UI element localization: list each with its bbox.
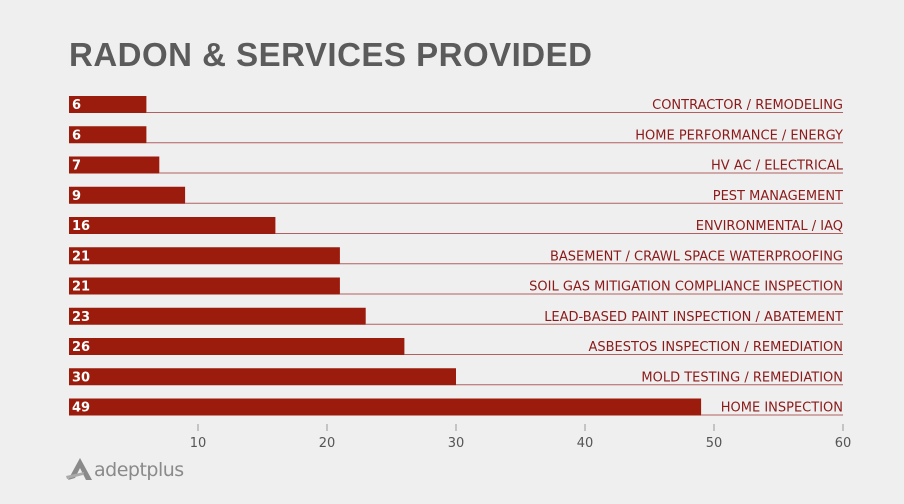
category-label: LEAD-BASED PAINT INSPECTION / ABATEMENT [544, 310, 843, 325]
x-tick-label: 40 [577, 436, 594, 451]
bar [69, 126, 147, 144]
bar-value-label: 7 [72, 159, 81, 174]
category-label: SOIL GAS MITIGATION COMPLIANCE INSPECTIO… [529, 280, 843, 295]
bar [69, 307, 366, 325]
bar-value-label: 21 [72, 280, 90, 295]
bar [69, 247, 340, 265]
category-label: ASBESTOS INSPECTION / REMEDIATION [588, 340, 843, 355]
chart-title: RADON & SERVICES PROVIDED [69, 36, 593, 73]
category-label: PEST MANAGEMENT [713, 189, 843, 204]
bar [69, 398, 702, 416]
logo-a-icon [66, 458, 92, 480]
category-label: HV AC / ELECTRICAL [711, 159, 844, 174]
category-label: CONTRACTOR / REMODELING [652, 98, 843, 113]
x-tick-label: 10 [190, 436, 207, 451]
adeptplus-logo: adeptplus [66, 456, 184, 484]
logo-text: adeptplus [94, 459, 184, 481]
bar [69, 96, 147, 113]
category-label: MOLD TESTING / REMEDIATION [641, 370, 843, 385]
x-tick-label: 20 [319, 436, 336, 451]
x-tick-label: 50 [706, 436, 723, 451]
bar [69, 368, 456, 386]
bar-value-label: 21 [72, 249, 90, 264]
bar-value-label: 23 [72, 310, 90, 325]
category-label: ENVIRONMENTAL / IAQ [696, 219, 843, 234]
bar-value-label: 49 [72, 401, 90, 416]
category-label: HOME PERFORMANCE / ENERGY [635, 128, 843, 143]
bar [69, 186, 186, 204]
bar-value-label: 30 [72, 370, 90, 385]
category-label: BASEMENT / CRAWL SPACE WATERPROOFING [550, 249, 843, 264]
x-tick-label: 60 [835, 436, 852, 451]
bar [69, 277, 340, 295]
bar-value-label: 9 [72, 189, 81, 204]
bar [69, 156, 160, 174]
bar-value-label: 16 [72, 219, 90, 234]
bar-value-label: 26 [72, 340, 90, 355]
bar-value-label: 6 [72, 98, 81, 113]
bar-value-label: 6 [72, 128, 81, 143]
bar [69, 338, 405, 355]
bar [69, 217, 276, 234]
category-label: HOME INSPECTION [721, 401, 843, 416]
x-tick-label: 30 [448, 436, 465, 451]
